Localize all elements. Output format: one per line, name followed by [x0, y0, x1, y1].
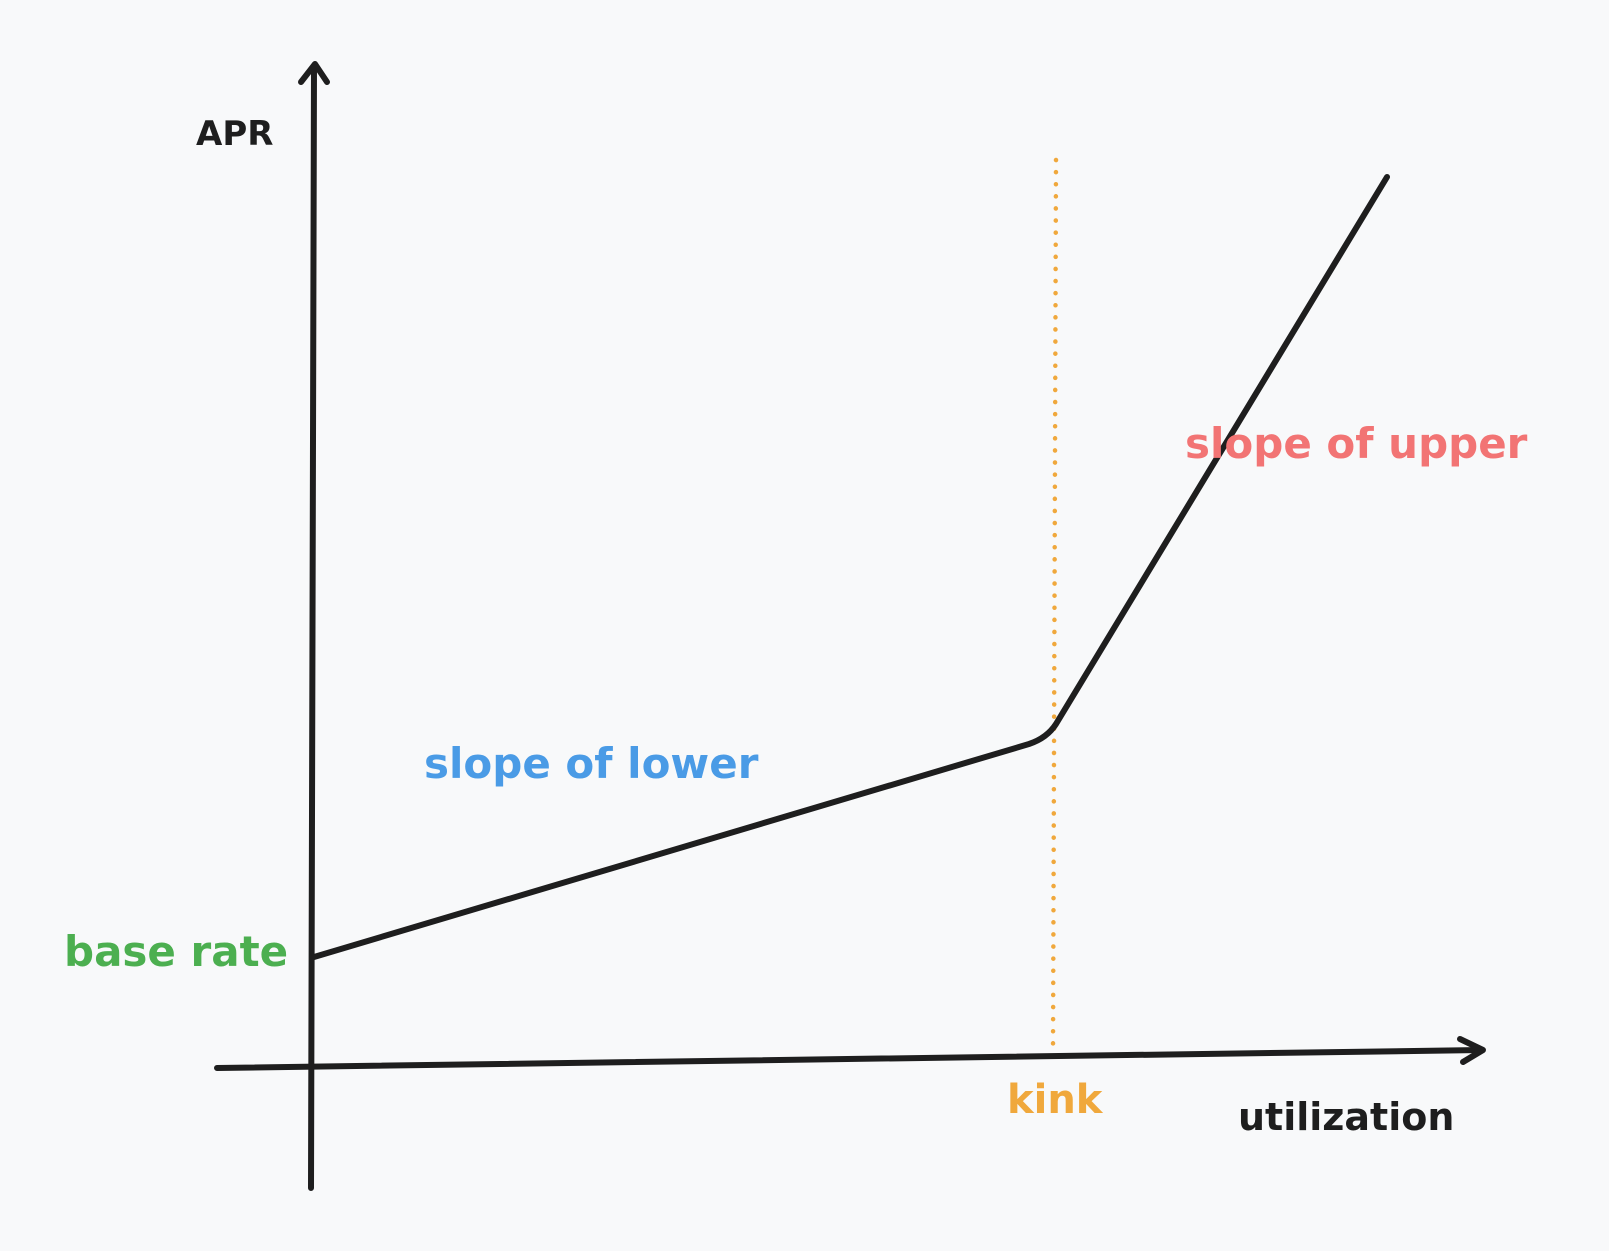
arrow-up-icon — [298, 61, 330, 85]
kink-line — [1050, 157, 1059, 1055]
rate-curve — [311, 174, 1390, 960]
arrow-right-icon — [1457, 1036, 1486, 1065]
y-axis-label: APR — [196, 114, 274, 154]
base-rate-label: base rate — [64, 927, 289, 976]
x-axis — [214, 1047, 1485, 1071]
slope-upper-label: slope of upper — [1185, 419, 1528, 468]
x-axis-label: utilization — [1238, 1095, 1455, 1139]
y-axis — [308, 63, 317, 1191]
slope-lower-label: slope of lower — [424, 739, 759, 788]
kink-label: kink — [1007, 1077, 1103, 1123]
